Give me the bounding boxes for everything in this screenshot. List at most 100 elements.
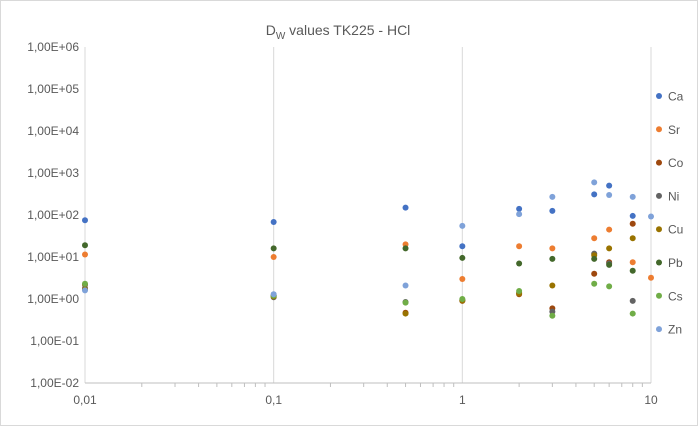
legend: Ca Sr Co Ni Cu Pb Cs Zn — [656, 90, 684, 337]
legend-marker — [656, 192, 662, 199]
data-point-ca — [459, 243, 466, 250]
chart-title: DW values TK225 - HCl — [266, 22, 411, 42]
data-point-pb — [606, 261, 613, 268]
legend-label: Cs — [668, 289, 683, 303]
data-point-sr — [516, 243, 523, 250]
data-point-co — [629, 220, 636, 227]
data-points — [82, 179, 654, 319]
data-point-sr — [591, 235, 598, 242]
data-point-zn — [591, 179, 598, 186]
data-point-pb — [629, 267, 636, 274]
legend-item-ca: Ca — [656, 90, 684, 104]
chart-title-main: D — [266, 22, 276, 38]
legend-label: Sr — [668, 123, 680, 137]
legend-label: Zn — [668, 323, 682, 337]
data-point-pb — [402, 245, 409, 252]
data-point-cs — [606, 283, 613, 290]
legend-label: Ni — [668, 189, 679, 203]
data-point-zn — [648, 213, 654, 220]
data-point-sr — [82, 251, 88, 258]
data-point-cs — [402, 299, 409, 306]
data-point-ca — [82, 217, 88, 224]
axes — [84, 47, 651, 387]
data-point-sr — [648, 274, 654, 281]
legend-item-co: Co — [656, 156, 684, 170]
data-point-sr — [629, 259, 636, 266]
series-pb — [82, 242, 636, 274]
chart-title-rest: values TK225 - HCl — [285, 22, 410, 38]
data-point-pb — [270, 245, 277, 252]
data-point-cs — [82, 280, 88, 287]
legend-label: Co — [668, 156, 684, 170]
legend-label: Cu — [668, 223, 683, 237]
data-point-cu — [402, 310, 409, 317]
data-point-ca — [549, 207, 556, 214]
data-point-pb — [516, 260, 523, 267]
data-point-cu — [549, 282, 556, 289]
data-point-sr — [270, 254, 277, 260]
legend-marker — [656, 93, 662, 99]
data-point-zn — [516, 211, 523, 218]
y-tick-label: 1,00E+01 — [27, 250, 79, 264]
series-ca — [82, 182, 636, 250]
legend-item-cu: Cu — [656, 223, 683, 237]
data-point-zn — [459, 222, 466, 229]
legend-item-sr: Sr — [656, 123, 680, 137]
y-tick-label: 1,00E-01 — [30, 334, 79, 348]
data-point-co — [591, 270, 598, 277]
y-tick-label: 1,00E+05 — [27, 82, 79, 96]
data-point-ni — [629, 297, 636, 304]
data-point-zn — [82, 287, 88, 294]
data-point-zn — [270, 291, 277, 298]
legend-marker — [656, 159, 662, 166]
data-point-pb — [591, 255, 598, 262]
data-point-cs — [629, 310, 636, 317]
x-axis-ticks: 0,01 0,1 1 10 — [73, 393, 658, 407]
data-point-sr — [549, 245, 556, 252]
y-tick-label: 1,00E+06 — [27, 40, 79, 54]
y-tick-label: 1,00E+04 — [27, 124, 79, 138]
y-tick-label: 1,00E+02 — [27, 208, 79, 222]
y-tick-label: 1,00E+03 — [27, 166, 79, 180]
series-zn — [82, 179, 654, 298]
data-point-cs — [549, 312, 556, 319]
data-point-zn — [629, 193, 636, 200]
data-point-ca — [629, 212, 636, 219]
series-cs — [82, 280, 636, 319]
legend-marker — [656, 226, 662, 233]
data-point-ca — [516, 205, 523, 212]
series-sr — [82, 226, 654, 282]
y-tick-label: 1,00E+00 — [27, 292, 79, 306]
series-co — [82, 220, 636, 316]
data-point-cs — [516, 288, 523, 295]
x-tick-label: 10 — [644, 393, 658, 407]
legend-marker — [656, 326, 662, 333]
data-point-zn — [606, 191, 613, 198]
data-point-sr — [606, 226, 613, 233]
data-point-cs — [459, 296, 466, 302]
data-point-pb — [82, 242, 88, 249]
legend-item-pb: Pb — [656, 256, 683, 270]
data-point-zn — [402, 282, 409, 289]
grid-lines — [84, 47, 652, 383]
legend-marker — [656, 259, 662, 266]
data-point-pb — [459, 254, 466, 261]
y-tick-label: 1,00E-02 — [30, 376, 79, 390]
x-tick-label: 0,1 — [265, 393, 282, 407]
data-point-cs — [591, 280, 598, 287]
data-point-ca — [606, 182, 613, 189]
x-tick-label: 1 — [459, 393, 466, 407]
legend-marker — [656, 292, 662, 299]
data-point-ca — [270, 219, 277, 226]
data-point-cu — [606, 245, 613, 252]
data-point-ca — [591, 191, 598, 198]
legend-item-zn: Zn — [656, 323, 682, 337]
legend-item-ni: Ni — [656, 189, 679, 203]
data-point-zn — [549, 193, 556, 200]
x-tick-label: 0,01 — [73, 393, 97, 407]
data-point-cu — [629, 235, 636, 242]
legend-marker — [656, 126, 662, 133]
data-point-pb — [549, 255, 556, 262]
